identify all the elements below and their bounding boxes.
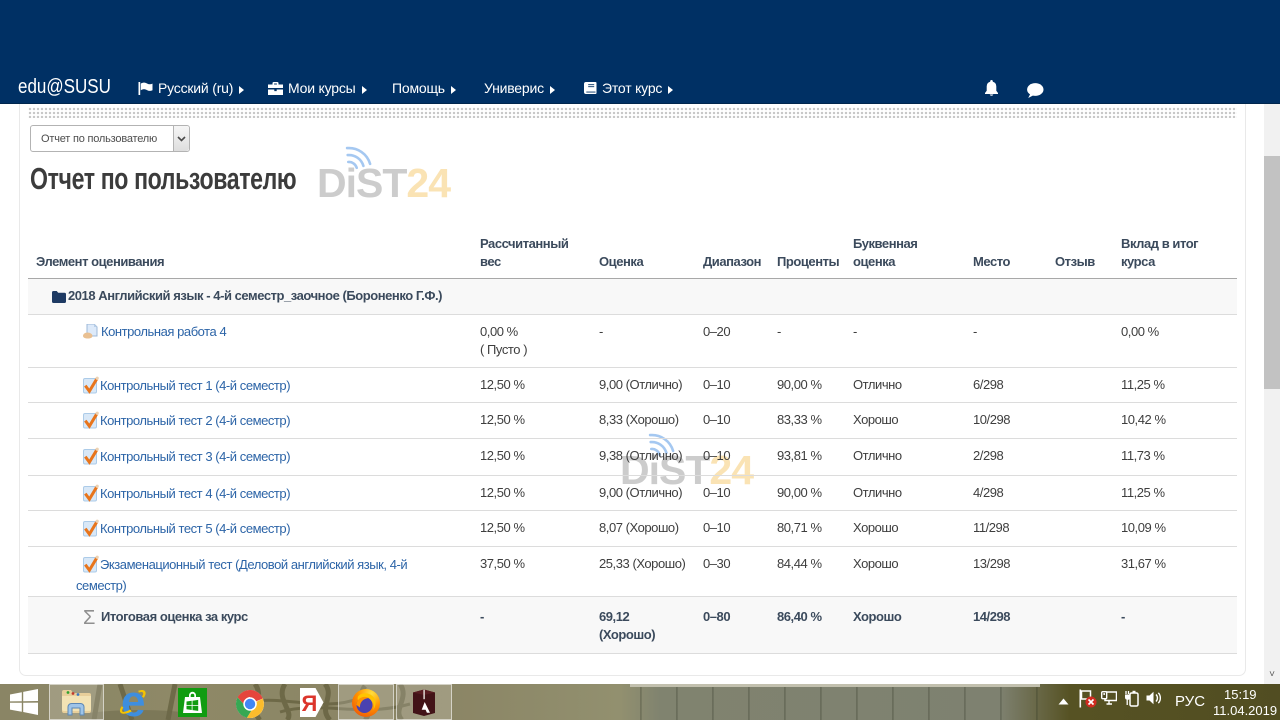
svg-text:Я: Я	[302, 691, 318, 716]
